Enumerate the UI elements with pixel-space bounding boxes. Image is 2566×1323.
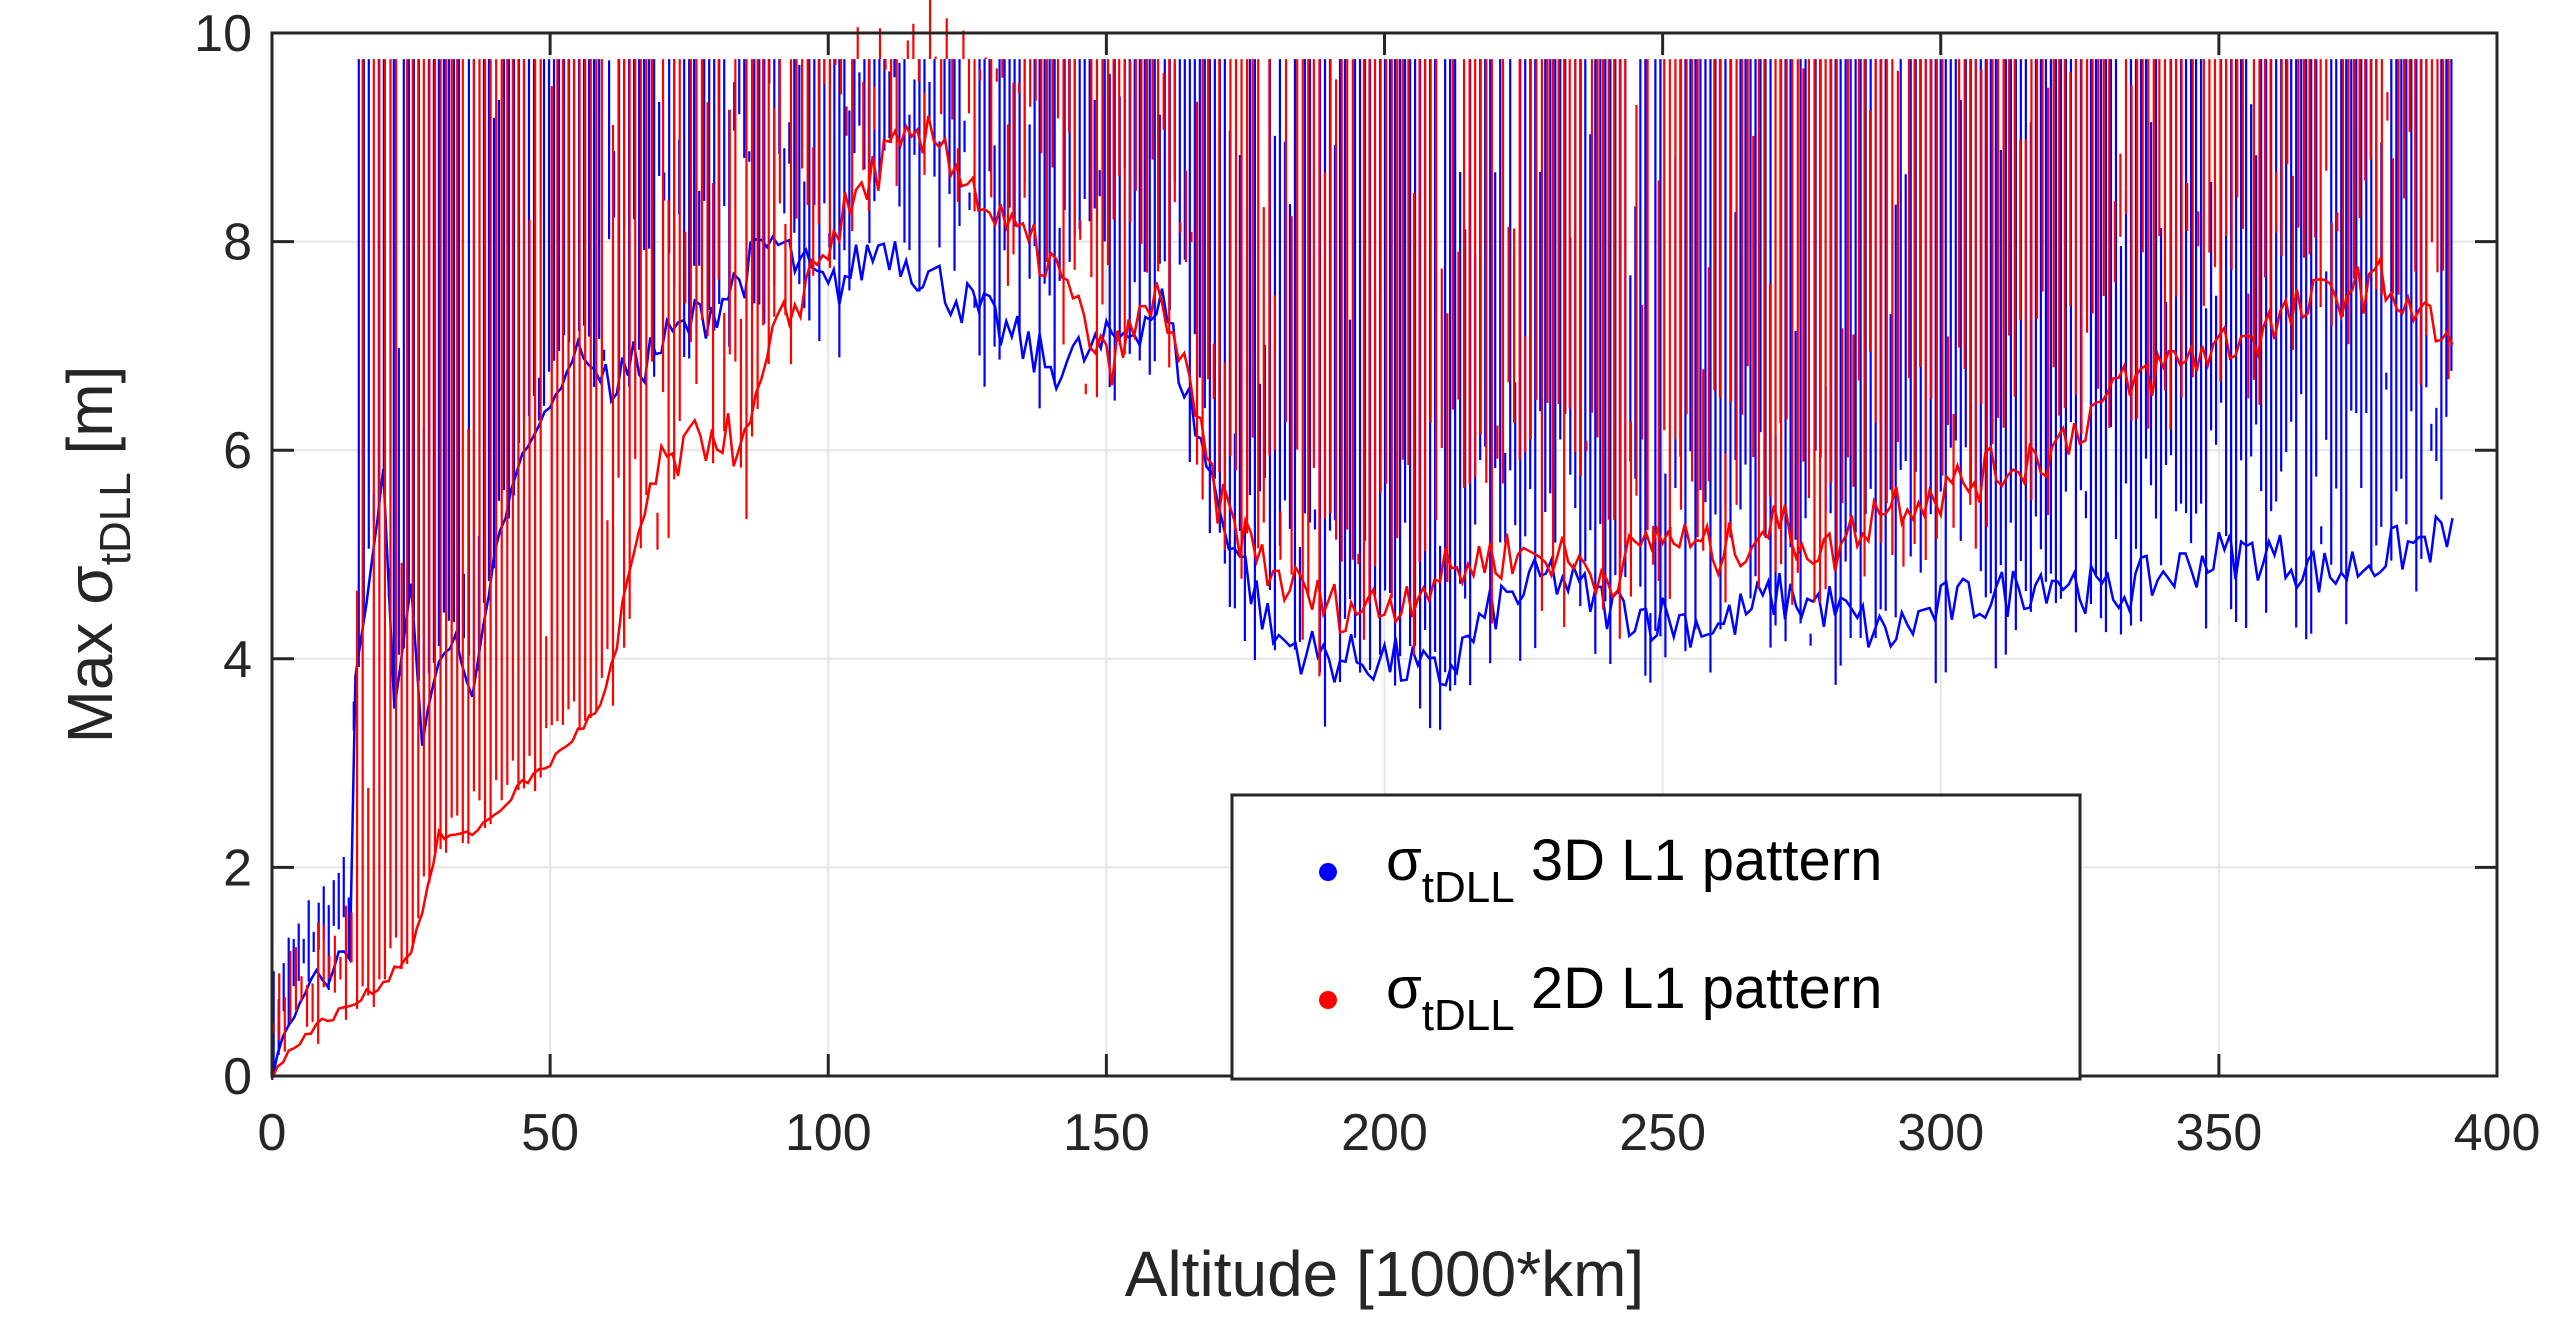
legend-box <box>1230 793 2082 1081</box>
y-tick-label: 6 <box>223 422 252 480</box>
legend-marker-red <box>1319 991 1337 1009</box>
x-tick-label: 0 <box>258 1104 287 1162</box>
legend-entry-3d: σtDLL 3D L1 pattern <box>1386 828 1882 912</box>
x-tick-label: 250 <box>1619 1104 1706 1162</box>
legend-entry-3d-subscript: tDLL <box>1422 863 1515 912</box>
x-tick-label: 100 <box>785 1104 872 1162</box>
y-axis-label-prefix: Max σ <box>54 565 126 743</box>
x-tick-label: 50 <box>521 1104 579 1162</box>
y-axis-label-suffix: [m] <box>54 366 126 473</box>
legend-entry-3d-text: 3D L1 pattern <box>1515 828 1883 893</box>
y-tick-label: 2 <box>223 839 252 897</box>
legend-marker-blue <box>1319 863 1337 881</box>
y-tick-label: 8 <box>223 214 252 272</box>
x-tick-label: 400 <box>2454 1104 2541 1162</box>
x-tick-label: 200 <box>1341 1104 1428 1162</box>
legend-entry-2d-symbol: σ <box>1386 956 1422 1021</box>
y-tick-label: 10 <box>194 5 252 63</box>
legend: σtDLL 3D L1 pattern σtDLL 2D L1 pattern <box>1230 793 2082 1081</box>
y-axis-label: Max σtDLL [m] <box>54 366 140 744</box>
axis-ticks: 0 50 100 150 200 250 300 350 400 0 2 4 6 8 10 <box>194 5 2540 1162</box>
legend-entry-2d-subscript: tDLL <box>1422 991 1515 1040</box>
x-tick-label: 150 <box>1063 1104 1150 1162</box>
y-axis-label-subscript: tDLL <box>91 472 140 565</box>
x-tick-label: 350 <box>2175 1104 2262 1162</box>
series-envelope-line <box>270 115 2454 1080</box>
x-tick-label: 300 <box>1897 1104 1984 1162</box>
y-tick-label: 4 <box>223 631 252 689</box>
legend-entry-2d: σtDLL 2D L1 pattern <box>1386 956 1882 1040</box>
x-axis-label: Altitude [1000*km] <box>1125 1238 1644 1310</box>
legend-entry-2d-text: 2D L1 pattern <box>1515 956 1883 1021</box>
y-tick-label: 0 <box>223 1048 252 1106</box>
series-2d-l1-pattern <box>270 0 2454 1080</box>
legend-entry-3d-symbol: σ <box>1386 828 1422 893</box>
